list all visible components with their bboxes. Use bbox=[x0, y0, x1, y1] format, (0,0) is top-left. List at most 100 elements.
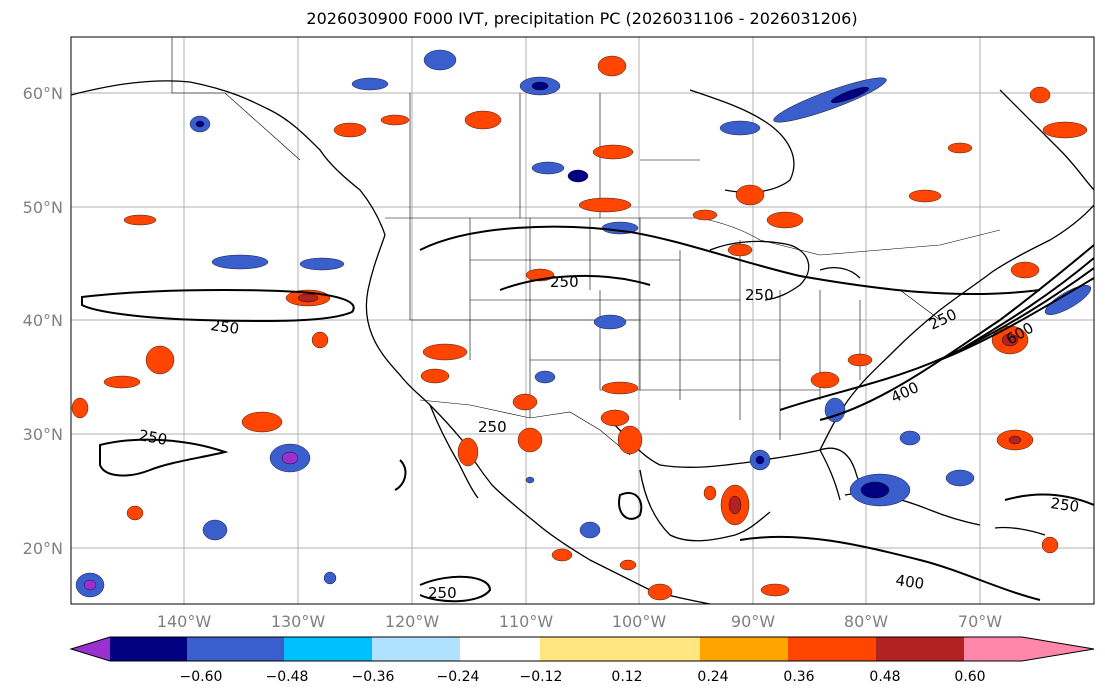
shade-blob bbox=[847, 353, 873, 367]
state-lines-central bbox=[639, 218, 781, 440]
colorbar-tick-label: 0.60 bbox=[954, 669, 985, 685]
shade-blob bbox=[512, 393, 538, 411]
shade-blob bbox=[908, 189, 942, 203]
shade-blob bbox=[71, 397, 89, 419]
contour-closed-mexico bbox=[618, 492, 643, 520]
ivt-contours bbox=[81, 225, 1094, 603]
contour-250-pacific bbox=[81, 288, 355, 323]
colorbar-segment-11 bbox=[1022, 637, 1094, 661]
colorbar-segment-6 bbox=[540, 637, 700, 661]
shade-blob bbox=[766, 211, 804, 229]
pacific-coast bbox=[365, 234, 711, 604]
us-mexico-border bbox=[419, 399, 631, 456]
shade-blob bbox=[380, 114, 410, 126]
colorbar-segment-1 bbox=[110, 637, 187, 661]
shade-blob bbox=[423, 49, 457, 71]
colorbar-segment-10 bbox=[964, 637, 1022, 661]
colorbar-tick-label: −0.48 bbox=[266, 669, 309, 685]
shade-blob bbox=[945, 469, 975, 487]
shade-blob bbox=[617, 425, 643, 455]
shade-blob bbox=[195, 120, 205, 128]
lon-label: 110°W bbox=[499, 612, 554, 631]
canada-provinces bbox=[409, 93, 700, 218]
lon-label: 120°W bbox=[385, 612, 440, 631]
shade-blob bbox=[1042, 121, 1088, 139]
shade-blob bbox=[202, 519, 228, 541]
colorbar bbox=[69, 636, 1095, 662]
contour-label: 250 bbox=[1049, 494, 1080, 516]
colorbar-segment-9 bbox=[876, 637, 964, 661]
contour-250-east-outer bbox=[819, 244, 1094, 421]
shade-blob bbox=[947, 142, 973, 154]
florida bbox=[819, 449, 841, 501]
shade-blob bbox=[592, 144, 634, 160]
shade-blob bbox=[83, 579, 97, 591]
shade-blob bbox=[464, 110, 502, 130]
lon-label: 80°W bbox=[844, 612, 888, 631]
lon-label: 100°W bbox=[612, 612, 667, 631]
shade-blob bbox=[597, 55, 627, 77]
shade-blob bbox=[593, 314, 627, 330]
shade-blob bbox=[578, 197, 632, 213]
colorbar-tick-label: −0.24 bbox=[437, 669, 480, 685]
shade-blob bbox=[420, 368, 450, 384]
shade-blob bbox=[735, 184, 765, 206]
colorbar-outline bbox=[69, 636, 1095, 662]
lat-label: 50°N bbox=[23, 198, 63, 217]
shade-blob bbox=[830, 86, 870, 104]
colorbar-tick-label: 0.24 bbox=[697, 669, 728, 685]
shade-blob bbox=[103, 375, 141, 389]
shade-blob bbox=[1010, 261, 1040, 279]
shade-blob bbox=[525, 476, 535, 484]
shade-blob bbox=[755, 455, 765, 465]
shade-blob bbox=[728, 495, 742, 515]
shade-blob bbox=[1029, 86, 1051, 104]
shade-blob bbox=[760, 583, 790, 597]
contour-label: 250 bbox=[137, 426, 168, 449]
shade-blob bbox=[810, 371, 840, 389]
hispaniola bbox=[994, 526, 1046, 536]
colorbar-tick-label: 0.48 bbox=[869, 669, 900, 685]
lon-label: 130°W bbox=[271, 612, 326, 631]
contour-caribbean bbox=[739, 535, 1041, 601]
shade-blob bbox=[567, 169, 589, 183]
shade-blob bbox=[422, 343, 468, 361]
alaska-canada-border bbox=[171, 37, 301, 161]
lat-label: 60°N bbox=[23, 84, 63, 103]
contour-label: 400 bbox=[894, 571, 925, 593]
great-lakes bbox=[709, 240, 861, 301]
shade-blob bbox=[600, 409, 630, 427]
shade-blob bbox=[126, 505, 144, 521]
contour-label: 250 bbox=[478, 418, 507, 436]
shade-blob bbox=[647, 583, 673, 601]
shade-blob bbox=[1041, 536, 1059, 554]
shade-blob bbox=[692, 209, 718, 221]
shade-blob bbox=[123, 214, 157, 226]
precip-shading bbox=[71, 49, 1092, 601]
yucatan-coast bbox=[639, 469, 771, 542]
shade-blob bbox=[531, 161, 565, 175]
map-title: 2026030900 F000 IVT, precipitation PC (2… bbox=[306, 9, 858, 28]
shade-blob bbox=[323, 571, 337, 585]
contour-250-continent bbox=[419, 225, 1041, 296]
shade-blob bbox=[551, 548, 573, 562]
shade-blob bbox=[299, 257, 345, 271]
shade-blob bbox=[1008, 435, 1022, 445]
shade-blob bbox=[531, 81, 549, 91]
baja-peninsula bbox=[429, 404, 479, 499]
colorbar-segment-5 bbox=[460, 637, 540, 661]
atlantic-coast bbox=[819, 204, 1094, 451]
shade-blob bbox=[727, 243, 753, 257]
lat-label: 40°N bbox=[23, 311, 63, 330]
contour-closed-bottom bbox=[419, 575, 492, 603]
map-frame bbox=[70, 36, 1095, 605]
contour-label: 250 bbox=[745, 286, 774, 304]
shade-blob bbox=[297, 293, 319, 303]
contour-west-coast bbox=[394, 459, 407, 491]
shade-blob bbox=[1001, 333, 1019, 347]
colorbar-ticks: −0.60 −0.48 −0.36 −0.24 −0.12 0.12 0.24 … bbox=[180, 669, 986, 685]
shade-blob bbox=[860, 481, 890, 499]
state-lines-horizontal bbox=[410, 259, 820, 391]
colorbar-segment-7 bbox=[700, 637, 788, 661]
contour-600-east bbox=[939, 257, 1094, 361]
